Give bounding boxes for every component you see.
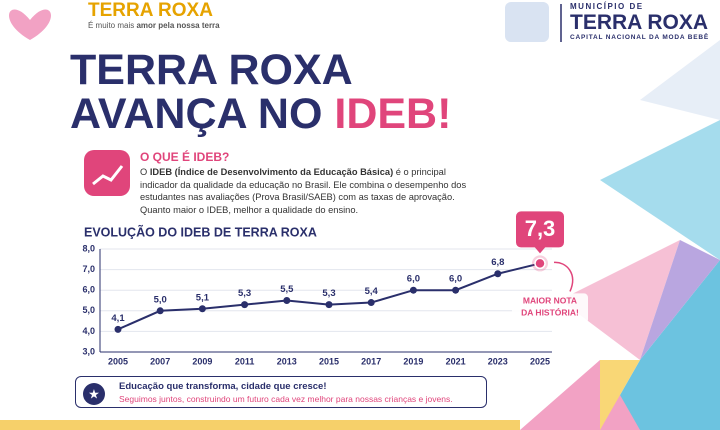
x-tick-label: 2025 bbox=[530, 356, 550, 366]
annotation: MAIOR NOTA DA HISTÓRIA! bbox=[521, 296, 579, 318]
value-label: 6,8 bbox=[491, 257, 504, 268]
value-label: 7,3 bbox=[525, 216, 556, 241]
annotation-line: DA HISTÓRIA! bbox=[521, 307, 579, 318]
point bbox=[114, 325, 122, 333]
callout-pointer bbox=[534, 246, 546, 254]
value-label: 6,0 bbox=[407, 274, 420, 285]
text: O bbox=[140, 167, 150, 177]
value-label: 5,5 bbox=[280, 284, 294, 295]
x-tick-label: 2015 bbox=[319, 356, 339, 366]
x-tick-label: 2007 bbox=[150, 356, 170, 366]
municipality-subtitle: CAPITAL NACIONAL DA MODA BEBÊ bbox=[570, 34, 709, 41]
y-tick-label: 3,0 bbox=[82, 346, 95, 356]
value-label: 5,0 bbox=[154, 294, 167, 305]
value-callout bbox=[516, 211, 564, 248]
x-tick-label: 2023 bbox=[488, 356, 508, 366]
value-label: 5,3 bbox=[238, 288, 251, 299]
x-tick-label: 2009 bbox=[192, 356, 212, 366]
tagline: É muito mais bbox=[88, 21, 137, 30]
headline-line: TERRA ROXA bbox=[70, 46, 353, 94]
y-tick-label: 6,0 bbox=[82, 285, 95, 295]
point bbox=[534, 257, 546, 270]
text-bold: IDEB (Índice de Desenvolvimento da Educa… bbox=[149, 167, 394, 177]
value-label: 5,4 bbox=[365, 286, 379, 297]
y-tick-label: 7,0 bbox=[82, 264, 95, 274]
point bbox=[409, 286, 417, 294]
annotation-line: MAIOR NOTA bbox=[523, 296, 577, 306]
point bbox=[198, 305, 206, 313]
point bbox=[325, 301, 333, 309]
logo-name: TERRA ROXA bbox=[88, 0, 213, 21]
value-label: 5,3 bbox=[322, 288, 335, 299]
chart-title: EVOLUÇÃO DO IDEB DE TERRA ROXA bbox=[84, 224, 317, 239]
headline-highlight: IDEB! bbox=[334, 90, 452, 138]
headline: TERRA ROXA AVANÇA NO IDEB! bbox=[70, 48, 451, 136]
info-text: O IDEB (Índice de Desenvolvimento da Edu… bbox=[140, 166, 470, 216]
x-tick-label: 2017 bbox=[361, 356, 381, 366]
footer-text: Seguimos juntos, construindo um futuro c… bbox=[119, 394, 453, 404]
tagline-bold: amor pela nossa terra bbox=[136, 21, 220, 30]
text: é o principal indicador da qualidade da … bbox=[140, 167, 467, 215]
municipality-name: TERRA ROXA bbox=[570, 11, 709, 34]
y-tick-label: 8,0 bbox=[82, 243, 95, 253]
point bbox=[156, 307, 164, 315]
point bbox=[494, 270, 502, 278]
y-tick-label: 5,0 bbox=[82, 305, 95, 315]
municipality-prefix: MUNICÍPIO DE bbox=[570, 2, 644, 11]
x-tick-label: 2021 bbox=[446, 356, 466, 366]
logo-tagline: É muito mais amor pela nossa terra bbox=[88, 21, 220, 30]
x-tick-label: 2005 bbox=[108, 356, 128, 366]
x-tick-label: 2011 bbox=[235, 356, 255, 366]
headline-text: AVANÇA NO bbox=[70, 90, 335, 138]
headline-line: AVANÇA NO IDEB! bbox=[70, 92, 451, 136]
footer-box bbox=[75, 376, 487, 408]
annotation-box bbox=[512, 293, 588, 324]
value-label: 5,1 bbox=[196, 292, 210, 303]
value-label: 4,1 bbox=[111, 313, 125, 324]
footer-title: Educação que transforma, cidade que cres… bbox=[119, 381, 327, 392]
point bbox=[283, 297, 291, 304]
x-tick-label: 2019 bbox=[403, 356, 423, 366]
y-tick-label: 4,0 bbox=[82, 326, 95, 336]
point bbox=[452, 286, 460, 294]
point bbox=[241, 301, 249, 309]
info-heading: O QUE É IDEB? bbox=[140, 150, 230, 164]
point bbox=[367, 299, 375, 307]
value-label: 6,0 bbox=[449, 274, 462, 285]
x-tick-label: 2013 bbox=[277, 356, 297, 366]
annotation-arrow bbox=[553, 261, 574, 292]
svg-text:★: ★ bbox=[88, 386, 100, 401]
